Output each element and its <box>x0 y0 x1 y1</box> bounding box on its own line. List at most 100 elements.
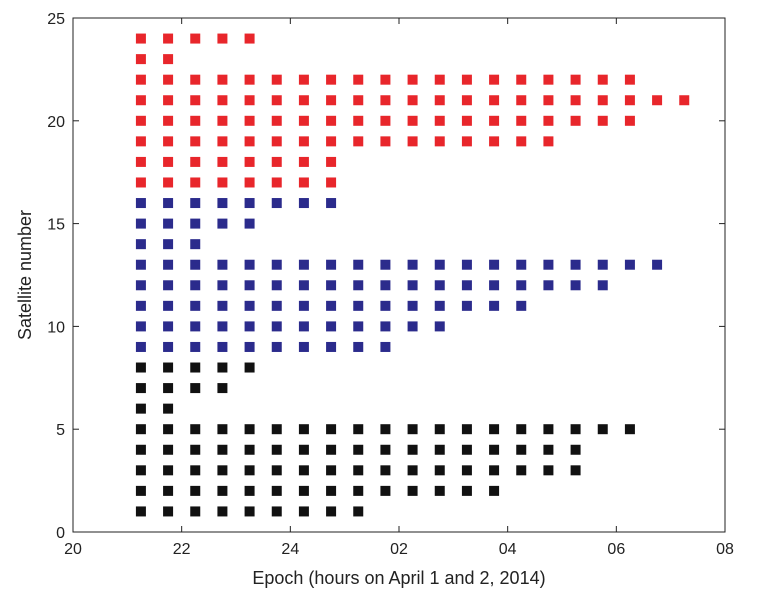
x-tick-label: 20 <box>64 541 82 558</box>
data-point-square <box>271 74 282 85</box>
data-point-square <box>407 321 418 332</box>
data-point-square <box>543 465 554 476</box>
data-point-square <box>217 198 228 209</box>
data-point-square <box>353 506 364 517</box>
data-point-square <box>353 341 364 352</box>
data-point-square <box>652 259 663 270</box>
data-point-square <box>326 259 337 270</box>
data-point-square <box>516 95 527 106</box>
data-point-square <box>298 465 309 476</box>
data-point-square <box>244 115 255 126</box>
data-point-square <box>135 33 146 44</box>
axis-ticks: 20 22 24 02 04 06 08 0 5 10 15 20 25 <box>47 11 734 558</box>
data-point-square <box>190 300 201 311</box>
data-point-square <box>244 218 255 229</box>
data-point-square <box>624 259 635 270</box>
data-point-square <box>135 506 146 517</box>
data-point-square <box>217 177 228 188</box>
data-point-square <box>624 95 635 106</box>
data-point-square <box>543 115 554 126</box>
data-point-square <box>353 465 364 476</box>
data-point-square <box>135 383 146 394</box>
x-tick-label: 04 <box>499 541 517 558</box>
data-point-square <box>135 198 146 209</box>
data-point-square <box>326 198 337 209</box>
data-point-square <box>298 95 309 106</box>
data-point-square <box>163 177 174 188</box>
data-point-square <box>353 136 364 147</box>
data-point-square <box>163 506 174 517</box>
data-point-square <box>244 156 255 167</box>
data-point-square <box>326 485 337 496</box>
data-point-square <box>217 115 228 126</box>
data-point-square <box>298 74 309 85</box>
data-point-square <box>217 33 228 44</box>
data-point-square <box>326 321 337 332</box>
x-tick-label: 24 <box>281 541 299 558</box>
data-point-square <box>298 198 309 209</box>
data-point-square <box>190 218 201 229</box>
data-point-square <box>135 424 146 435</box>
data-point-square <box>380 115 391 126</box>
data-point-square <box>489 74 500 85</box>
data-point-square <box>271 485 282 496</box>
data-point-square <box>516 280 527 291</box>
data-point-square <box>298 300 309 311</box>
data-point-square <box>190 280 201 291</box>
data-point-square <box>570 280 581 291</box>
data-point-square <box>217 383 228 394</box>
data-point-square <box>326 444 337 455</box>
data-point-square <box>353 259 364 270</box>
data-point-square <box>298 485 309 496</box>
data-point-square <box>244 485 255 496</box>
data-point-square <box>190 383 201 394</box>
data-point-square <box>461 74 472 85</box>
data-point-square <box>380 341 391 352</box>
data-point-square <box>135 177 146 188</box>
data-point-square <box>570 465 581 476</box>
data-point-square <box>135 300 146 311</box>
data-point-square <box>298 280 309 291</box>
data-point-square <box>217 465 228 476</box>
data-point-square <box>271 444 282 455</box>
data-point-square <box>353 424 364 435</box>
data-point-square <box>326 280 337 291</box>
data-point-square <box>624 74 635 85</box>
data-point-square <box>461 280 472 291</box>
data-point-square <box>380 465 391 476</box>
data-point-square <box>217 321 228 332</box>
data-point-square <box>407 280 418 291</box>
data-point-square <box>244 33 255 44</box>
data-point-square <box>597 280 608 291</box>
data-point-square <box>244 362 255 373</box>
data-point-square <box>244 506 255 517</box>
data-point-square <box>570 424 581 435</box>
data-point-square <box>217 259 228 270</box>
data-point-square <box>407 259 418 270</box>
data-point-square <box>217 136 228 147</box>
data-point-square <box>461 115 472 126</box>
x-tick-label: 06 <box>607 541 625 558</box>
data-point-square <box>407 444 418 455</box>
data-point-square <box>489 95 500 106</box>
data-point-square <box>543 95 554 106</box>
data-point-square <box>434 95 445 106</box>
data-point-square <box>244 95 255 106</box>
data-point-square <box>353 321 364 332</box>
data-point-square <box>380 444 391 455</box>
data-point-square <box>570 95 581 106</box>
data-point-square <box>163 74 174 85</box>
data-point-square <box>163 424 174 435</box>
data-point-square <box>271 136 282 147</box>
data-point-square <box>217 74 228 85</box>
data-point-square <box>190 424 201 435</box>
data-point-square <box>217 341 228 352</box>
data-point-square <box>163 362 174 373</box>
data-point-square <box>489 259 500 270</box>
data-point-square <box>190 444 201 455</box>
data-point-square <box>326 424 337 435</box>
data-point-square <box>326 156 337 167</box>
data-point-square <box>516 444 527 455</box>
data-point-square <box>163 444 174 455</box>
